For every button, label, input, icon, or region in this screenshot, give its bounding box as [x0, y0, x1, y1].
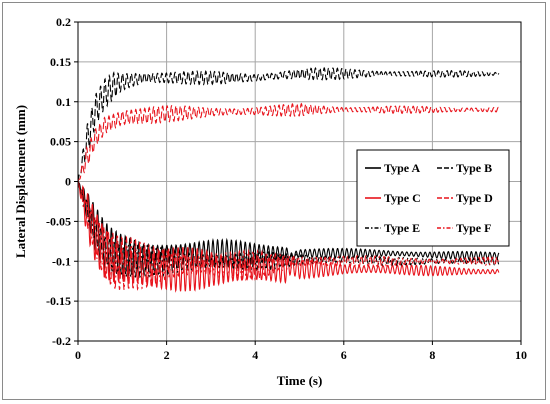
y-tick-label: -0.05: [46, 214, 71, 228]
x-tick-label: 10: [515, 348, 527, 362]
legend-label: Type C: [384, 191, 421, 205]
y-tick-label: -0.2: [52, 334, 71, 348]
legend-label: Type A: [384, 161, 420, 175]
x-tick-label: 0: [75, 348, 81, 362]
series-line-type-d: [77, 102, 500, 182]
y-axis-title: Lateral Displacement (mm): [13, 105, 28, 258]
y-tick-label: -0.1: [52, 254, 71, 268]
y-tick-label: 0.1: [56, 95, 71, 109]
legend-box: [356, 149, 510, 247]
x-tick-label: 4: [252, 348, 258, 362]
legend-label: Type B: [456, 161, 492, 175]
tick-layer: 0 2 4 6 8 10 0.2 0.15 0.1 0.05 0 -0.05 -0.1 -0.15 -0.2: [46, 15, 527, 362]
y-tick-label: 0.2: [56, 15, 71, 29]
x-tick-label: 6: [341, 348, 347, 362]
y-tick-label: 0: [65, 175, 71, 189]
legend-label: Type F: [456, 221, 491, 235]
x-tick-label: 2: [164, 348, 170, 362]
legend-label: Type D: [456, 191, 493, 205]
y-tick-label: -0.15: [46, 294, 71, 308]
y-tick-label: 0.05: [50, 135, 71, 149]
x-tick-label: 8: [429, 348, 435, 362]
legend: Type A Type B Type C Type D Type E Type F: [356, 149, 510, 247]
series-layer: [77, 66, 500, 293]
x-axis-title: Time (s): [277, 373, 323, 388]
series-line-type-b: [77, 66, 500, 182]
y-tick-label: 0.15: [50, 55, 71, 69]
series-line-type-f: [77, 181, 500, 291]
legend-label: Type E: [384, 221, 420, 235]
